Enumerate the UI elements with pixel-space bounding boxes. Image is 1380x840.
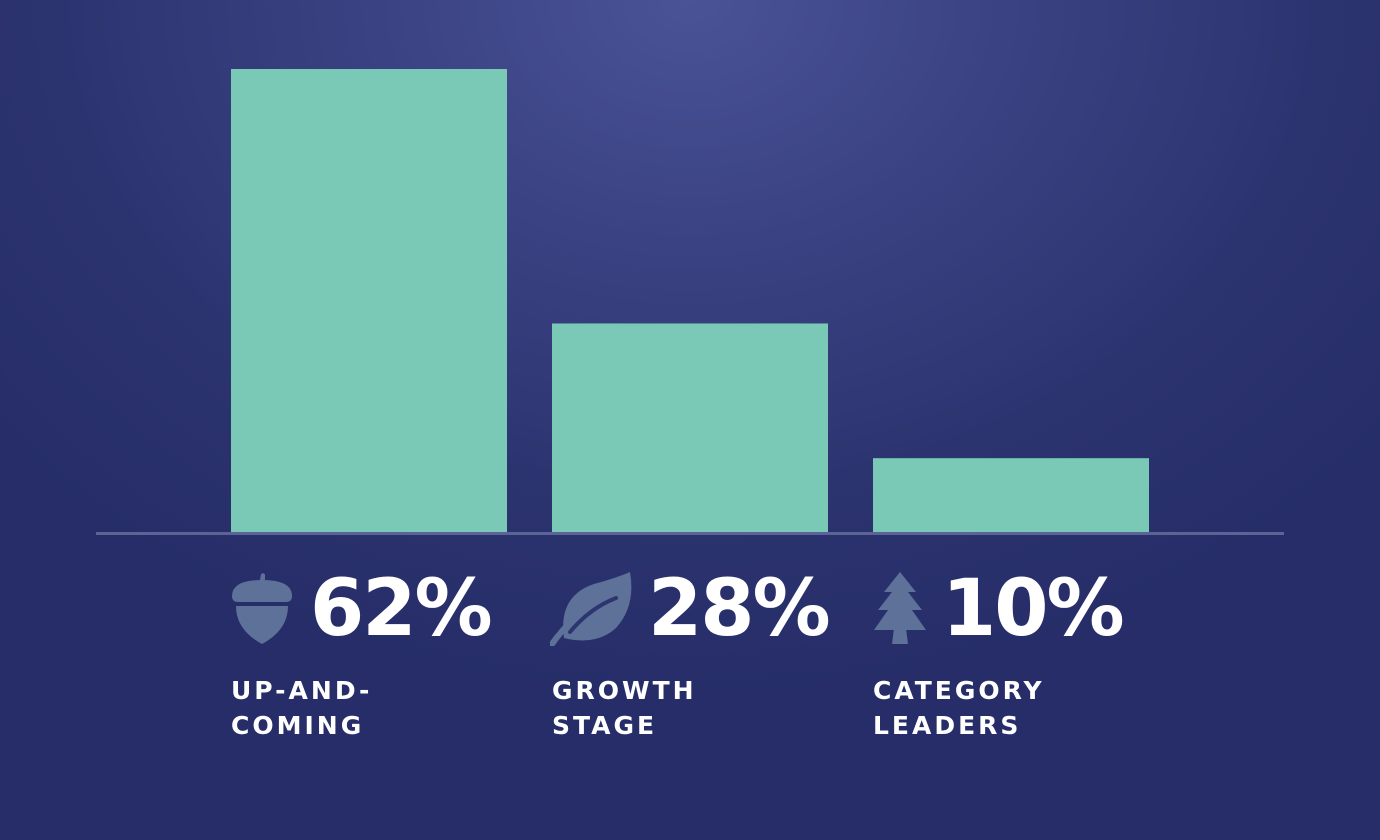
category-label-2: GROWTH STAGE	[552, 676, 697, 740]
bar-2	[552, 323, 828, 533]
bars-layer	[231, 69, 1149, 533]
acorn-icon	[232, 573, 292, 644]
data-label-3: 10%	[942, 564, 1125, 654]
bar-3	[873, 458, 1149, 533]
data-label-1: 62%	[310, 564, 493, 654]
data-label-2: 28%	[648, 564, 831, 654]
category-label-3: CATEGORY LEADERS	[873, 676, 1045, 740]
bar-1	[231, 69, 507, 533]
leaf-icon	[550, 572, 632, 646]
pine-tree-icon	[874, 572, 926, 644]
category-label-1: UP-AND- COMING	[231, 676, 373, 740]
